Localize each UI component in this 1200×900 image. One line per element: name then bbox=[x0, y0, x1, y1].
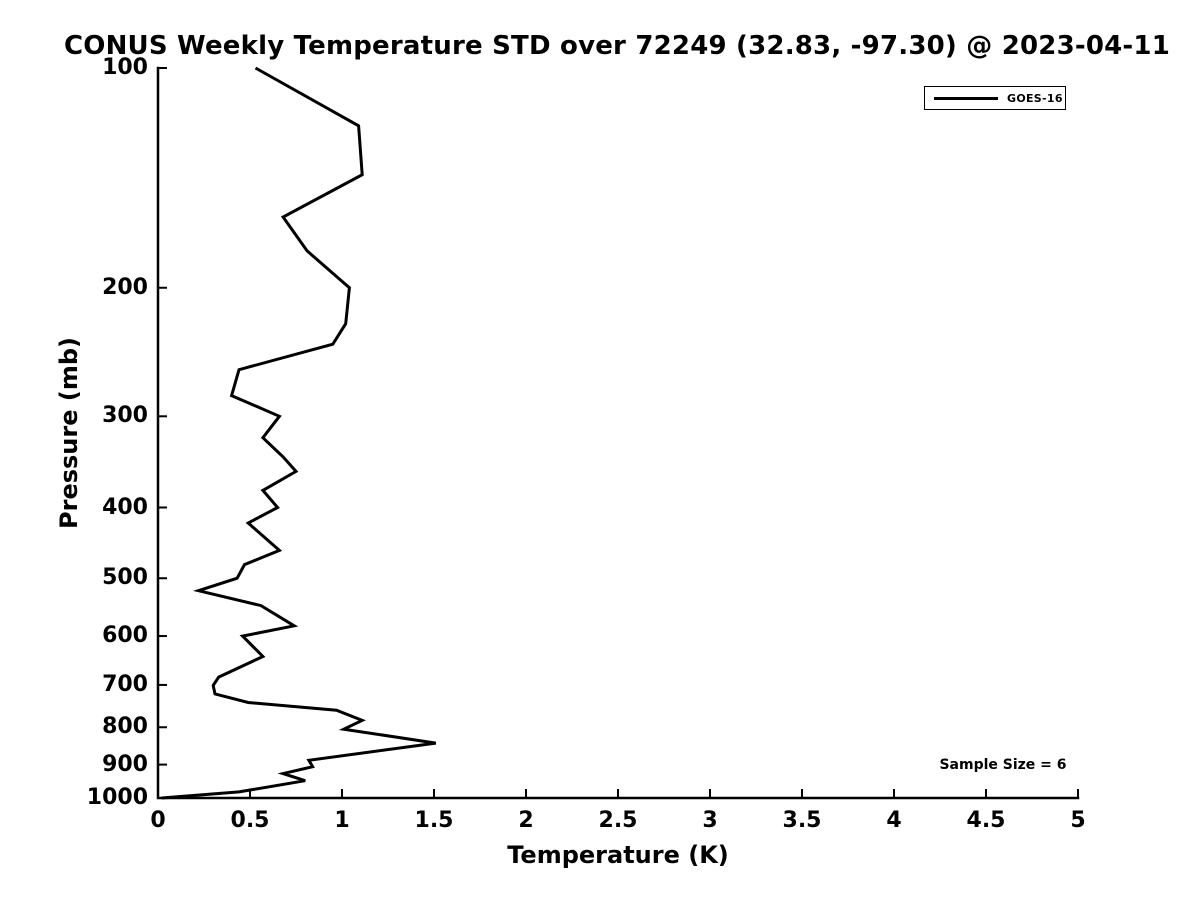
x-tick-label: 0 bbox=[150, 808, 166, 833]
x-tick-label: 4 bbox=[886, 808, 902, 833]
x-tick-label: 3.5 bbox=[782, 808, 822, 833]
x-tick-label: 4.5 bbox=[966, 808, 1006, 833]
chart-title: CONUS Weekly Temperature STD over 72249 … bbox=[63, 31, 1171, 61]
y-tick-label: 100 bbox=[102, 55, 148, 80]
y-tick-label: 700 bbox=[102, 671, 148, 697]
legend-line-sample bbox=[934, 96, 998, 100]
x-tick-label: 2 bbox=[518, 808, 534, 833]
goes16-series-line bbox=[161, 66, 437, 800]
legend-box: GOES-16 bbox=[924, 86, 1066, 110]
x-tick-label: 1.5 bbox=[414, 808, 454, 833]
y-tick-label: 400 bbox=[102, 494, 148, 520]
x-tick-label: 1 bbox=[334, 808, 350, 833]
x-tick-label: 0.5 bbox=[230, 808, 270, 833]
y-tick-label: 200 bbox=[102, 274, 148, 300]
y-tick-label: 900 bbox=[102, 751, 148, 777]
axis-spines bbox=[156, 66, 1080, 800]
y-tick-label: 500 bbox=[102, 565, 148, 591]
y-tick-label: 1000 bbox=[86, 785, 148, 810]
x-axis-label: Temperature (K) bbox=[507, 841, 729, 869]
sample-size-annotation: Sample Size = 6 bbox=[939, 757, 1067, 773]
y-tick-label: 300 bbox=[102, 403, 148, 429]
x-tick-label: 3 bbox=[702, 808, 718, 833]
y-tick-label: 800 bbox=[102, 714, 148, 740]
legend-label: GOES-16 bbox=[1007, 91, 1063, 105]
x-tick-label: 5 bbox=[1070, 808, 1086, 833]
y-tick-label: 600 bbox=[102, 623, 148, 649]
x-tick-label: 2.5 bbox=[598, 808, 638, 833]
